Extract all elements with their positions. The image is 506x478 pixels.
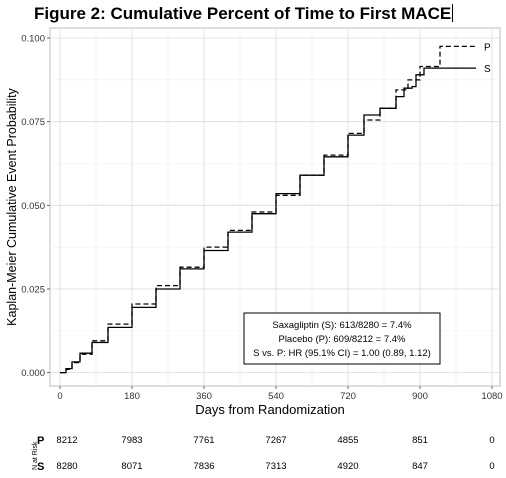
risk-cell-s: 7313 bbox=[265, 461, 286, 472]
y-tick-label: 0.075 bbox=[21, 117, 45, 128]
risk-cell-s: 847 bbox=[412, 461, 428, 472]
risk-cell-p: 7267 bbox=[265, 435, 286, 446]
series-label-s: S bbox=[484, 64, 491, 75]
risk-table-values: 8212 7983 7761 7267 4855 851 0 8280 8071 7836 7313… bbox=[56, 435, 494, 472]
y-tick-label: 0.050 bbox=[21, 201, 45, 212]
y-tick-label: 0.100 bbox=[21, 34, 45, 45]
y-tick-label: 0.000 bbox=[21, 368, 45, 379]
legend-line-saxagliptin: Saxagliptin (S): 613/8280 = 7.4% bbox=[272, 320, 412, 331]
y-axis: 0.000 0.025 0.050 0.075 0.100 bbox=[21, 34, 50, 379]
risk-group-s: S bbox=[37, 461, 44, 473]
x-tick-label: 1080 bbox=[481, 391, 502, 402]
text-cursor bbox=[452, 4, 454, 22]
series-end-labels: PS bbox=[484, 42, 491, 75]
risk-cell-p: 7761 bbox=[193, 435, 214, 446]
risk-cell-p: 8212 bbox=[56, 435, 77, 446]
risk-group-p: P bbox=[37, 435, 44, 447]
risk-cell-p: 0 bbox=[489, 435, 494, 446]
chart-title: Figure 2: Cumulative Percent of Time to … bbox=[34, 4, 454, 23]
legend-line-hazard-ratio: S vs. P: HR (95.1% CI) = 1.00 (0.89, 1.1… bbox=[253, 348, 431, 359]
y-axis-label: Kaplan-Meier Cumulative Event Probabilit… bbox=[5, 87, 19, 325]
series-group bbox=[60, 45, 476, 374]
risk-cell-p: 4855 bbox=[337, 435, 358, 446]
risk-cell-s: 4920 bbox=[337, 461, 358, 472]
risk-cell-p: 851 bbox=[412, 435, 428, 446]
risk-cell-s: 0 bbox=[489, 461, 494, 472]
legend-frame bbox=[243, 312, 441, 365]
risk-table-label: N at Risk bbox=[32, 441, 39, 470]
km-curve-s bbox=[60, 67, 476, 374]
x-axis-label: Days from Randomization bbox=[195, 402, 345, 417]
x-tick-label: 720 bbox=[340, 391, 356, 402]
x-tick-label: 540 bbox=[268, 391, 284, 402]
legend-box: Saxagliptin (S): 613/8280 = 7.4% Placebo… bbox=[243, 312, 441, 365]
x-tick-label: 900 bbox=[412, 391, 428, 402]
x-tick-label: 180 bbox=[124, 391, 140, 402]
legend-line-placebo: Placebo (P): 609/8212 = 7.4% bbox=[278, 334, 406, 345]
risk-cell-p: 7983 bbox=[121, 435, 142, 446]
x-tick-label: 360 bbox=[196, 391, 212, 402]
risk-cell-s: 8280 bbox=[56, 461, 77, 472]
grid-lines bbox=[50, 28, 500, 386]
series-label-p: P bbox=[484, 42, 491, 53]
x-tick-label: 0 bbox=[57, 391, 62, 402]
risk-cell-s: 7836 bbox=[193, 461, 214, 472]
risk-cell-s: 8071 bbox=[121, 461, 142, 472]
y-tick-label: 0.025 bbox=[21, 284, 45, 295]
x-axis: 0 180 360 540 720 900 1080 bbox=[57, 386, 503, 402]
